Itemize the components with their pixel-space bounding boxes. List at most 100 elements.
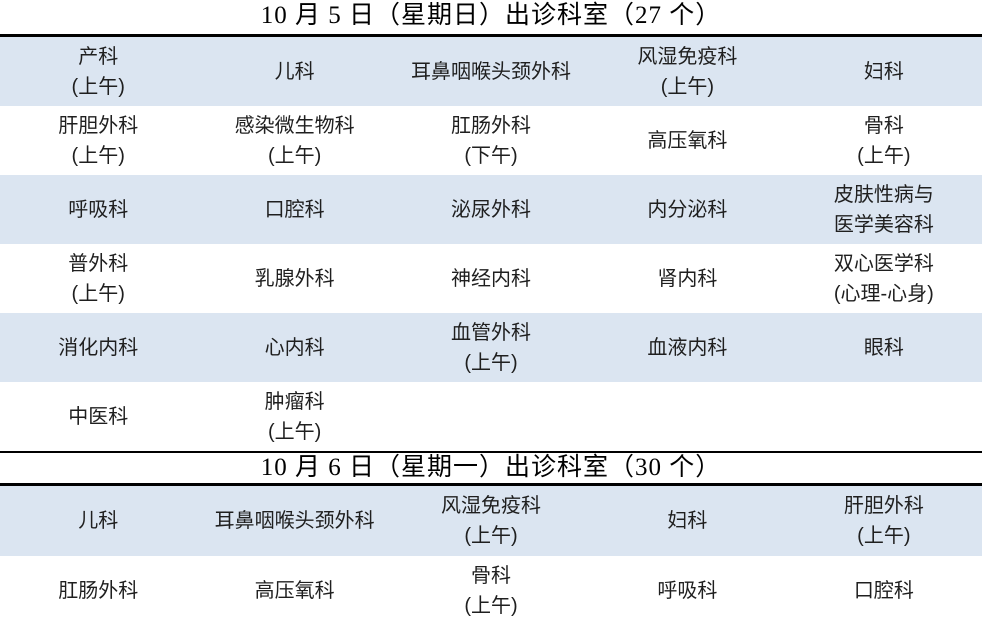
cell-line: 风湿免疫科 [637, 45, 738, 68]
table-cell: 心内科 [196, 313, 392, 382]
table-row: 呼吸科 口腔科 泌尿外科 内分泌科 皮肤性病与医学美容科 [0, 175, 982, 244]
cell-line: (上午) [464, 595, 518, 617]
table-cell: 高压氧科 [589, 106, 785, 175]
cell-line: 泌尿外科 [451, 198, 532, 221]
table-row: 产科 (上午) 儿科 耳鼻咽喉头颈外科 风湿免疫科 (上午) 妇科 [0, 37, 982, 106]
table-cell: 呼吸科 [589, 556, 785, 626]
cell-line: 骨科 [863, 114, 904, 137]
table-cell: 肾内科 [589, 244, 785, 313]
table-cell: 风湿免疫科 (上午) [393, 486, 589, 556]
cell-line: 肝胆外科 [843, 495, 924, 517]
cell-line: 普外科 [68, 252, 129, 275]
table-row: 肛肠外科 高压氧科 骨科 (上午) 呼吸科 口腔科 [0, 556, 982, 626]
table-cell: 中医科 [0, 382, 196, 451]
cell-line: (上午) [71, 144, 125, 167]
table-cell: 泌尿外科 [393, 175, 589, 244]
cell-line: 皮肤性病与 [833, 183, 934, 206]
cell-line: 中医科 [68, 405, 129, 428]
cell-line: 耳鼻咽喉头颈外科 [214, 510, 375, 532]
cell-line: 双心医学科 [833, 252, 934, 275]
table-grid-oct6: 儿科 耳鼻咽喉头颈外科 风湿免疫科 (上午) 妇科 肝胆外科 (上午) 肛肠外科 高压氧科 骨科 (… [0, 486, 982, 626]
table-cell: 风湿免疫科 (上午) [589, 37, 785, 106]
cell-line: (上午) [71, 282, 125, 305]
table-cell: 血液内科 [589, 313, 785, 382]
cell-line: 肛肠外科 [451, 114, 532, 137]
table-cell [589, 382, 785, 451]
table-cell: 肛肠外科 (下午) [393, 106, 589, 175]
table-title-oct5: 10 月 5 日（星期日）出诊科室（27 个） [0, 0, 982, 37]
cell-line: 乳腺外科 [254, 267, 335, 290]
table-cell: 肝胆外科 (上午) [786, 486, 982, 556]
table-cell: 血管外科 (上午) [393, 313, 589, 382]
table-cell: 感染微生物科 (上午) [196, 106, 392, 175]
table-cell: 乳腺外科 [196, 244, 392, 313]
cell-line: 肝胆外科 [58, 114, 139, 137]
cell-line: 呼吸科 [657, 580, 718, 602]
table-cell [786, 382, 982, 451]
cell-line: (下午) [464, 144, 518, 167]
cell-line: 口腔科 [853, 580, 914, 602]
cell-line: 肛肠外科 [58, 580, 139, 602]
cell-line: 眼科 [863, 336, 904, 359]
cell-line: 呼吸科 [68, 198, 129, 221]
cell-line: (上午) [464, 351, 518, 374]
cell-line: 血管外科 [451, 321, 532, 344]
cell-line: (心理-心身) [833, 282, 934, 305]
cell-line: 耳鼻咽喉头颈外科 [411, 60, 572, 83]
cell-line: 医学美容科 [833, 213, 934, 236]
cell-line: 妇科 [667, 510, 708, 532]
table-cell: 神经内科 [393, 244, 589, 313]
table-cell: 口腔科 [786, 556, 982, 626]
cell-line: 血液内科 [647, 336, 728, 359]
cell-line: 骨科 [471, 565, 512, 587]
table-row: 中医科 肿瘤科 (上午) [0, 382, 982, 451]
table-cell: 肛肠外科 [0, 556, 196, 626]
table-cell: 皮肤性病与医学美容科 [786, 175, 982, 244]
cell-line: (上午) [857, 144, 911, 167]
table-row: 肝胆外科 (上午) 感染微生物科 (上午) 肛肠外科 (下午) 高压氧科 骨科 (上午) [0, 106, 982, 175]
table-grid-oct5: 产科 (上午) 儿科 耳鼻咽喉头颈外科 风湿免疫科 (上午) 妇科 肝胆外科 (上午) 感染微生物… [0, 37, 982, 451]
cell-line: 儿科 [274, 60, 315, 83]
table-cell: 呼吸科 [0, 175, 196, 244]
cell-line: 妇科 [863, 60, 904, 83]
cell-line: 内分泌科 [647, 198, 728, 221]
table-cell: 消化内科 [0, 313, 196, 382]
table-cell: 眼科 [786, 313, 982, 382]
cell-line: (上午) [71, 75, 125, 98]
table-cell: 耳鼻咽喉头颈外科 [196, 486, 392, 556]
schedule-table-oct5: 10 月 5 日（星期日）出诊科室（27 个） 产科 (上午) 儿科 耳鼻咽喉头颈外科… [0, 0, 982, 451]
table-cell: 双心医学科 (心理-心身) [786, 244, 982, 313]
table-cell: 产科 (上午) [0, 37, 196, 106]
cell-line: 高压氧科 [254, 580, 335, 602]
schedule-table-oct6: 10 月 6 日（星期一）出诊科室（30 个） 儿科 耳鼻咽喉头颈外科 风湿免疫科 (… [0, 451, 982, 626]
table-cell: 肝胆外科 (上午) [0, 106, 196, 175]
cell-line: 风湿免疫科 [441, 495, 542, 517]
cell-line: (上午) [660, 75, 715, 98]
table-cell: 妇科 [589, 486, 785, 556]
cell-line: 消化内科 [58, 336, 139, 359]
cell-line: 神经内科 [451, 267, 532, 290]
table-cell: 儿科 [196, 37, 392, 106]
table-row: 普外科 (上午) 乳腺外科 神经内科 肾内科 双心医学科 (心理-心身) [0, 244, 982, 313]
cell-line: (上午) [267, 144, 322, 167]
cell-line: (上午) [857, 525, 911, 547]
table-cell: 口腔科 [196, 175, 392, 244]
cell-line: 肿瘤科 [264, 390, 325, 413]
table-cell: 骨科 (上午) [786, 106, 982, 175]
table-cell: 普外科 (上午) [0, 244, 196, 313]
table-cell: 内分泌科 [589, 175, 785, 244]
table-cell: 骨科 (上午) [393, 556, 589, 626]
cell-line: (上午) [267, 420, 322, 443]
table-cell: 儿科 [0, 486, 196, 556]
table-row: 消化内科 心内科 血管外科 (上午) 血液内科 眼科 [0, 313, 982, 382]
cell-line: (上午) [464, 525, 518, 547]
table-cell: 高压氧科 [196, 556, 392, 626]
cell-line: 口腔科 [264, 198, 325, 221]
table-cell: 妇科 [786, 37, 982, 106]
table-title-oct6: 10 月 6 日（星期一）出诊科室（30 个） [0, 451, 982, 486]
table-cell [393, 382, 589, 451]
cell-line: 儿科 [78, 510, 119, 532]
cell-line: 产科 [78, 45, 119, 68]
cell-line: 高压氧科 [647, 129, 728, 152]
